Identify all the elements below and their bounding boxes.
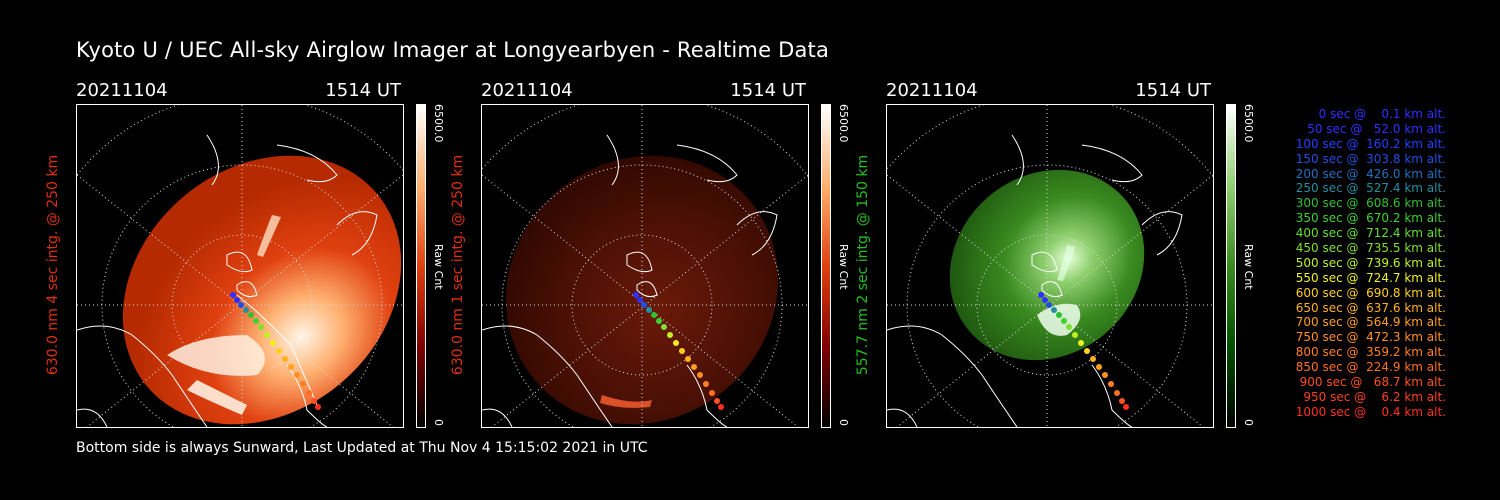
coastline [482, 134, 778, 427]
allsky-svg [482, 105, 808, 427]
panel-time: 1514 UT [325, 80, 401, 101]
legend-row: 0 sec @ 0.1 km alt. [1307, 107, 1446, 121]
colorbar-min: 0 [1242, 419, 1255, 426]
coastline [77, 134, 378, 427]
allsky-image [76, 104, 404, 428]
legend-row: 700 sec @ 564.9 km alt. [1291, 315, 1446, 330]
colorbar-max: 6500.0 [837, 104, 850, 143]
airglow-disk [122, 155, 402, 425]
legend-row: 900 sec @ 68.7 km alt. [1295, 375, 1446, 390]
legend-row: 800 sec @ 359.2 km alt. [1291, 345, 1446, 360]
colorbar [1226, 104, 1236, 428]
legend-row: 350 sec @ 670.2 km alt. [1291, 211, 1446, 226]
legend-row: 600 sec @ 690.8 km alt. [1291, 285, 1446, 300]
colorbar-unit: Raw Cnt [1242, 244, 1255, 290]
panel-time: 1514 UT [730, 80, 806, 101]
panel-ylabel-text: 630.0 nm 1 sec intg. @ 250 km [450, 154, 466, 376]
coastline [887, 134, 1183, 427]
airglow-disk [506, 155, 778, 425]
colorbar-unit: Raw Cnt [432, 244, 445, 290]
legend-row: 950 sec @ 6.2 km alt. [1299, 389, 1446, 404]
colorbar-unit: Raw Cnt [837, 244, 850, 290]
legend-row: 250 sec @ 527.4 km alt. [1291, 181, 1446, 196]
trajectory-dots [230, 292, 321, 410]
trajectory-dots [1038, 292, 1129, 410]
legend-row: 500 sec @ 739.6 km alt. [1291, 255, 1446, 270]
colorbar-labels: 6500.0 Raw Cnt 0 [432, 104, 450, 426]
panel-ylabel: 630.0 nm 4 sec intg. @ 250 km [42, 104, 64, 426]
legend-row: 150 sec @ 303.8 km alt. [1291, 151, 1446, 166]
aurora-glow [167, 335, 265, 376]
colorbar-labels: 6500.0 Raw Cnt 0 [837, 104, 855, 426]
imager-panel-2: 20211104 1514 UT 630.0 nm 1 sec intg. @ … [450, 80, 850, 430]
page-title: Kyoto U / UEC All-sky Airglow Imager at … [76, 38, 830, 62]
legend-row: 850 sec @ 224.9 km alt. [1291, 360, 1446, 375]
colorbar-min: 0 [837, 419, 850, 426]
legend-row: 750 sec @ 472.3 km alt. [1291, 330, 1446, 345]
colorbar [416, 104, 426, 428]
panel-ylabel: 557.7 nm 2 sec intg. @ 150 km [852, 104, 874, 426]
panel-ylabel: 630.0 nm 1 sec intg. @ 250 km [447, 104, 469, 426]
footer-note: Bottom side is always Sunward, Last Upda… [76, 440, 648, 456]
panel-date: 20211104 [76, 80, 168, 101]
panel-ylabel-text: 557.7 nm 2 sec intg. @ 150 km [855, 154, 871, 376]
legend-row: 300 sec @ 608.6 km alt. [1291, 196, 1446, 211]
legend-row: 200 sec @ 426.0 km alt. [1291, 166, 1446, 181]
panel-date: 20211104 [886, 80, 978, 101]
colorbar-max: 6500.0 [432, 104, 445, 143]
colorbar-min: 0 [432, 419, 445, 426]
legend-row: 650 sec @ 637.6 km alt. [1291, 300, 1446, 315]
colorbar [821, 104, 831, 428]
panel-time: 1514 UT [1135, 80, 1211, 101]
allsky-svg [887, 105, 1213, 427]
panel-date: 20211104 [481, 80, 573, 101]
legend-row: 550 sec @ 724.7 km alt. [1291, 270, 1446, 285]
allsky-image [886, 104, 1214, 428]
legend-row: 450 sec @ 735.5 km alt. [1291, 241, 1446, 256]
imager-panel-3: 20211104 1514 UT 557.7 nm 2 sec intg. @ … [855, 80, 1255, 430]
trajectory-dots [633, 292, 724, 410]
legend-row: 50 sec @ 52.0 km alt. [1299, 121, 1446, 136]
trajectory-legend: 0 sec @ 0.1 km alt. 50 sec @ 52.0 km alt… [1266, 107, 1446, 420]
allsky-image [481, 104, 809, 428]
legend-row: 1000 sec @ 0.4 km alt. [1295, 404, 1446, 419]
colorbar-max: 6500.0 [1242, 104, 1255, 143]
colorbar-labels: 6500.0 Raw Cnt 0 [1242, 104, 1260, 426]
allsky-svg [77, 105, 403, 427]
imager-panel-1: 20211104 1514 UT 630.0 nm 4 sec intg. @ … [45, 80, 445, 430]
legend-row: 100 sec @ 160.2 km alt. [1291, 136, 1446, 151]
legend-row: 400 sec @ 712.4 km alt. [1291, 226, 1446, 241]
panel-ylabel-text: 630.0 nm 4 sec intg. @ 250 km [45, 154, 61, 376]
